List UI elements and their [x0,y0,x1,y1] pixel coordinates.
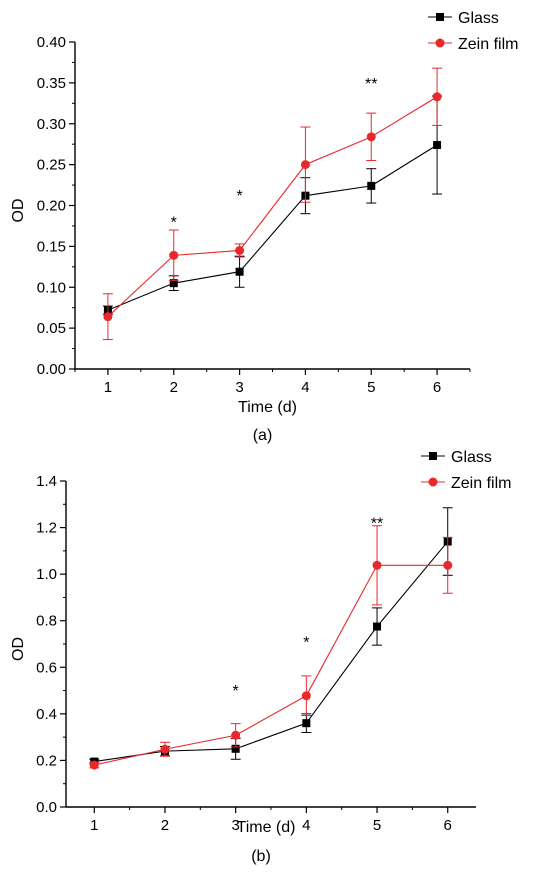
significance-marker: * [233,683,239,700]
legend-label: Zein film [451,475,511,492]
data-point [169,250,179,260]
data-point [443,560,453,570]
legend-marker [435,38,445,48]
x-tick-label: 4 [302,817,310,834]
legend-marker [428,477,438,487]
x-tick-label: 1 [90,817,98,834]
y-axis-label: OD [10,199,27,223]
data-point [373,622,382,631]
x-tick-label: 6 [433,379,441,396]
x-axis-label: Time (d) [238,399,297,416]
data-point [89,760,99,770]
chart-panel-1: 0.00 0.05 0.10 0.15 0.20 0.25 0.30 0.35 0.40 1 2 3 4… [10,10,518,444]
legend-marker [429,452,437,460]
series-line [94,564,448,766]
y-tick-label: 0.30 [37,116,66,133]
y-tick-label: 0.4 [36,706,57,723]
y-axis-label: OD [10,637,27,661]
series-line [94,541,449,763]
data-point [169,279,178,288]
x-tick-label: 6 [444,817,452,834]
y-tick-label: 0.25 [37,157,66,174]
x-tick-label: 3 [231,817,239,834]
y-tick-label: 0.05 [37,320,66,337]
panel-label: (a) [253,427,273,444]
data-point [235,245,245,255]
series-zein-film [102,67,443,341]
legend-marker [436,13,444,21]
x-tick-label: 2 [161,817,169,834]
significance-marker: * [171,214,177,231]
series-line [107,144,438,311]
y-tick-label: 0.00 [37,361,66,378]
data-point [235,267,244,276]
data-point [301,691,311,701]
legend-label: Zein film [458,36,518,53]
x-axis-label: Time (d) [237,819,296,836]
data-point [160,744,170,754]
y-tick-label: 0.10 [37,279,66,296]
x-tick-label: 3 [235,379,243,396]
x-tick-label: 2 [170,379,178,396]
y-tick-label: 0.40 [37,34,66,51]
series-line [107,96,438,318]
significance-marker: * [303,634,309,651]
data-point [231,744,240,753]
significance-marker: ** [371,516,383,533]
x-tick-label: 5 [373,817,381,834]
data-point [372,560,382,570]
data-point [366,132,376,142]
y-tick-label: 1.0 [36,566,57,583]
y-tick-label: 1.4 [36,473,57,490]
data-point [302,719,311,728]
legend-label: Glass [458,10,499,27]
legend-label: Glass [451,449,492,466]
y-tick-label: 0.35 [37,75,66,92]
data-point [432,92,442,102]
data-point [231,730,241,740]
y-tick-label: 0.0 [36,799,57,816]
y-tick-label: 0.6 [36,659,57,676]
series-glass [102,95,443,315]
series-glass [89,507,453,766]
y-tick-label: 0.2 [36,752,57,769]
y-tick-label: 0.8 [36,613,57,630]
y-tick-label: 0.15 [37,238,66,255]
data-point [103,312,113,322]
data-point [300,160,310,170]
x-tick-label: 5 [367,379,375,396]
panel-label: (b) [251,848,271,865]
significance-marker: * [236,188,242,205]
x-tick-label: 4 [301,379,309,396]
legend: Glass Zein film [428,10,518,53]
series-zein-film [89,525,453,770]
x-tick-label: 1 [104,379,112,396]
data-point [367,181,376,190]
data-point [433,141,442,150]
y-tick-label: 1.2 [36,520,57,537]
significance-marker: ** [365,76,377,93]
legend: Glass Zein film [421,449,511,492]
chart-panel-2: 0.0 0.2 0.4 0.6 0.8 1.0 1.2 1.4 1 2 3 4 5 6 Time (d) OD… [10,449,511,865]
y-tick-label: 0.20 [37,198,66,215]
